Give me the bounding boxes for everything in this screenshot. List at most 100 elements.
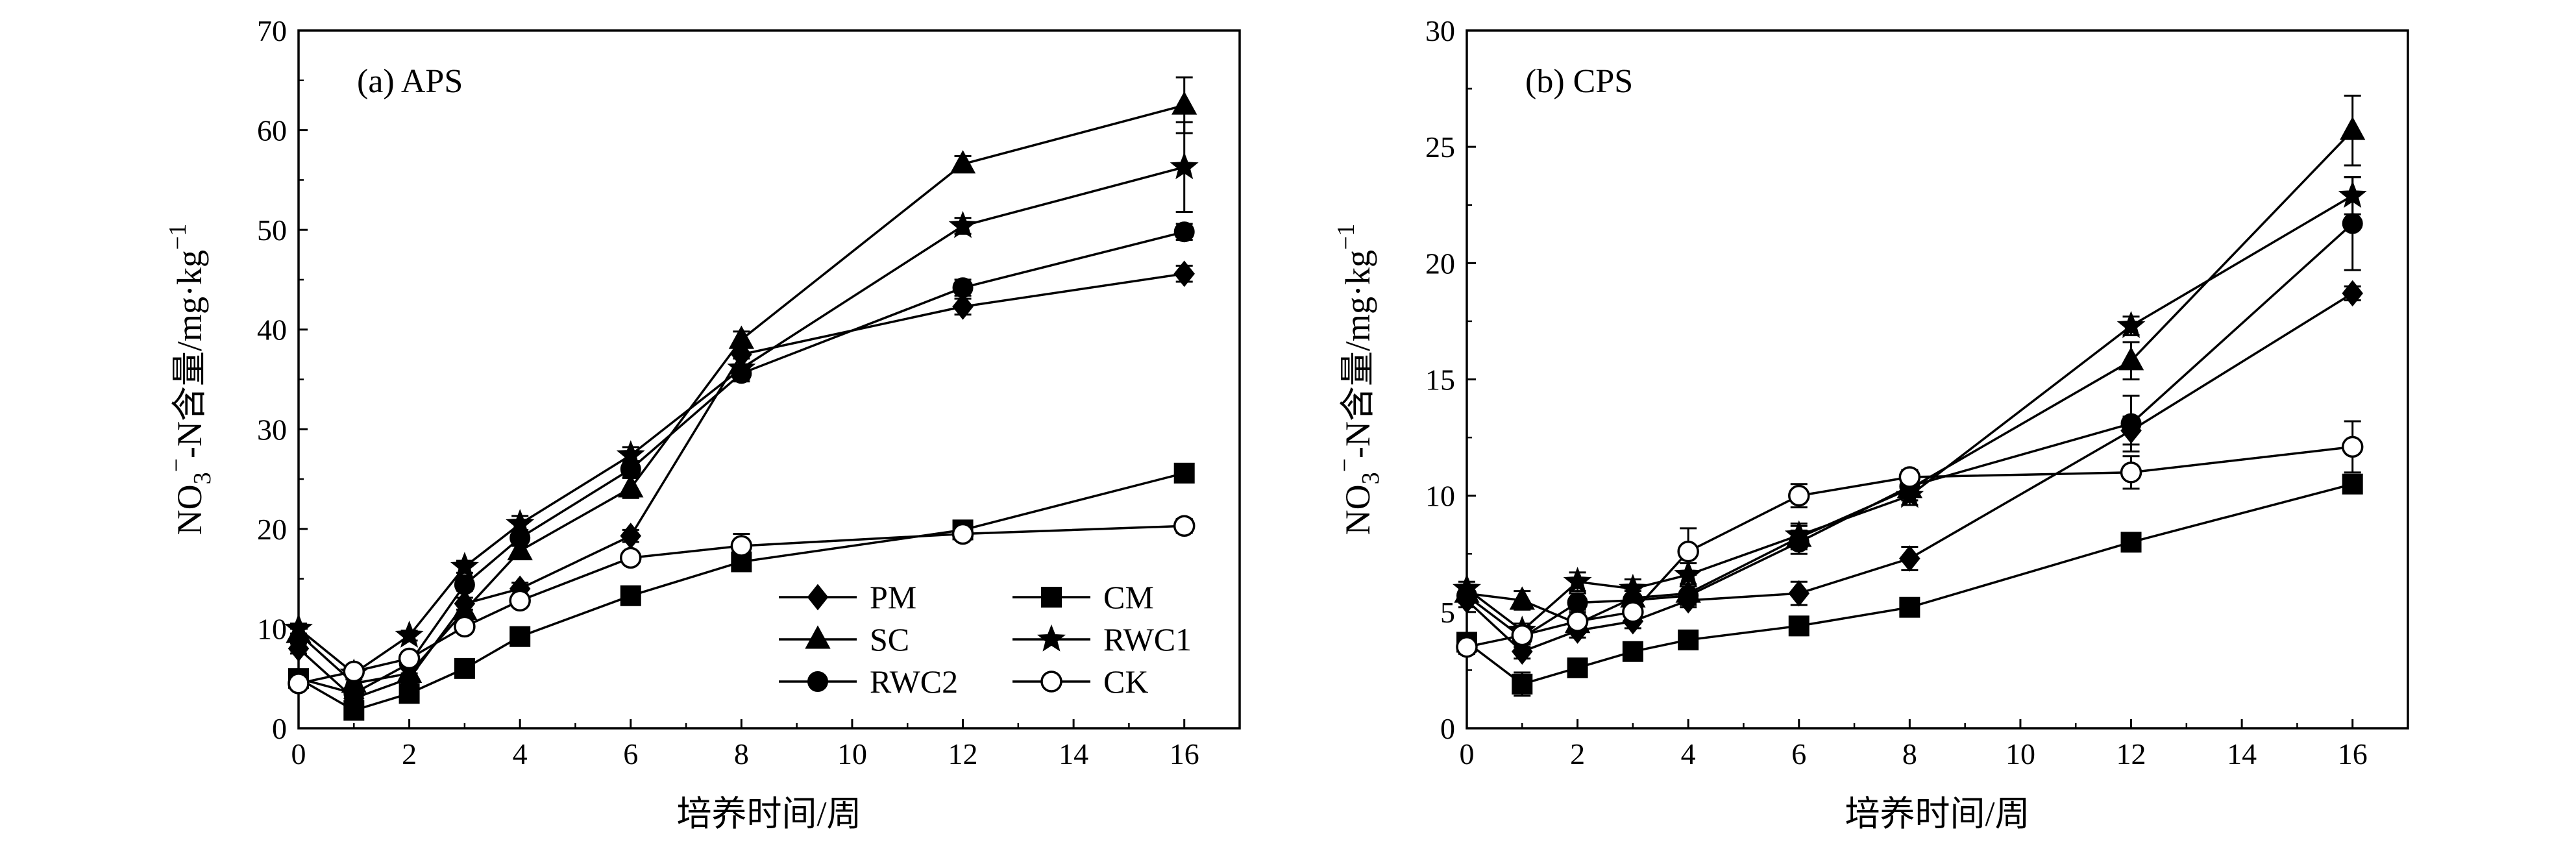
data-point <box>1622 601 1644 623</box>
data-point <box>343 700 365 721</box>
data-point <box>2116 311 2146 338</box>
x-axis-title: 培养时间/周 <box>1845 794 2030 833</box>
x-tick-label: 12 <box>2116 737 2146 770</box>
data-point <box>395 621 424 648</box>
x-tick-label: 6 <box>623 737 638 770</box>
y-axis-title-part: NO <box>170 484 209 535</box>
data-point <box>509 626 531 647</box>
y-tick-label: 20 <box>257 513 287 546</box>
data-point <box>620 547 642 569</box>
legend-marker <box>1037 624 1066 652</box>
x-tick-label: 4 <box>1681 737 1696 770</box>
data-point <box>2120 532 2142 553</box>
data-point <box>1898 466 1921 488</box>
data-point <box>728 325 755 349</box>
legend-marker <box>805 625 831 649</box>
y-axis-title-part: −1 <box>1332 224 1360 250</box>
x-tick-label: 12 <box>948 737 978 770</box>
data-point <box>509 589 531 612</box>
data-point <box>1788 532 1809 553</box>
data-point <box>454 615 476 638</box>
y-axis-title-part: − <box>163 458 190 472</box>
chart-panel-a: 0 2 4 6 8 10 12 14 16 0 10 20 30 40 50 60 70 (a) APS 培养时间/… <box>163 14 1241 833</box>
data-point <box>2340 116 2366 140</box>
data-point <box>507 537 533 561</box>
y-tick-label: 10 <box>257 612 287 645</box>
data-point <box>1566 610 1589 632</box>
data-point <box>1678 629 1699 650</box>
chart-title: (b) CPS <box>1525 63 1633 100</box>
legend-label: PM <box>870 579 916 615</box>
x-tick-label: 16 <box>1170 737 1199 770</box>
y-tick-label: 30 <box>1425 14 1455 47</box>
data-point <box>1173 515 1196 537</box>
legend-label: SC <box>870 621 909 658</box>
data-point <box>952 293 974 320</box>
data-point <box>284 613 313 641</box>
chart-title: (a) APS <box>357 63 463 100</box>
data-point <box>450 552 479 579</box>
legend-marker <box>807 584 829 611</box>
x-tick-label: 2 <box>1570 737 1585 770</box>
x-tick-label: 8 <box>1902 737 1917 770</box>
series-CK <box>288 515 1196 695</box>
legend-marker <box>807 671 828 692</box>
x-tick-label: 14 <box>1059 737 1088 770</box>
data-point <box>1567 657 1588 678</box>
y-axis-title-part: -N含量/mg·kg <box>1338 250 1377 458</box>
data-point <box>948 210 977 238</box>
data-point <box>2342 473 2363 495</box>
data-point <box>1899 597 1920 618</box>
data-point <box>1899 545 1920 572</box>
y-axis-title-part: −1 <box>164 224 191 250</box>
data-point <box>950 150 976 174</box>
data-point <box>2118 347 2144 371</box>
x-tick-label: 0 <box>1460 737 1475 770</box>
y-tick-label: 0 <box>272 712 287 745</box>
y-axis-title-part: 3 <box>1357 472 1384 484</box>
data-point <box>1622 641 1643 662</box>
data-point <box>398 647 421 670</box>
data-point <box>951 523 974 545</box>
data-point <box>1456 585 1477 606</box>
legend-marker <box>1041 587 1062 608</box>
y-tick-label: 15 <box>1425 363 1455 397</box>
y-tick-label: 20 <box>1425 247 1455 280</box>
data-point <box>1173 462 1195 484</box>
y-tick-label: 30 <box>257 413 287 446</box>
data-point <box>1788 580 1810 607</box>
data-point <box>618 474 644 498</box>
data-point <box>1788 615 1809 637</box>
y-axis-title: NO3−-N含量/mg·kg−1 <box>1331 224 1384 536</box>
data-point <box>1677 540 1699 563</box>
data-point <box>952 277 974 299</box>
legend-marker <box>1040 671 1062 693</box>
data-point <box>1788 484 1810 507</box>
data-point <box>1456 635 1478 658</box>
data-point <box>1171 91 1197 115</box>
x-tick-label: 10 <box>837 737 867 770</box>
series-RWC2 <box>288 221 1195 704</box>
x-tick-label: 8 <box>734 737 749 770</box>
data-point <box>1173 260 1195 288</box>
data-point <box>620 458 641 480</box>
legend: PM CM SC RWC1 RWC2 CK <box>779 579 1192 700</box>
y-axis-title-part: -N含量/mg·kg <box>170 250 209 458</box>
data-point <box>1563 567 1592 594</box>
x-axis-title: 培养时间/周 <box>676 794 861 833</box>
data-point <box>1678 585 1699 606</box>
legend-label: CK <box>1103 663 1148 700</box>
y-tick-label: 60 <box>257 114 287 147</box>
data-point <box>1509 586 1535 610</box>
x-tick-label: 6 <box>1791 737 1806 770</box>
data-point <box>730 535 753 557</box>
y-tick-label: 10 <box>1425 480 1455 513</box>
data-point <box>288 672 310 695</box>
legend-label: RWC2 <box>870 663 958 700</box>
data-point <box>343 660 365 683</box>
chart-panel-b: 0 2 4 6 8 10 12 14 16 0 5 10 15 20 25 30 (b) CPS 培养时间/周 NO… <box>1331 14 2409 833</box>
y-tick-label: 50 <box>257 214 287 247</box>
x-tick-label: 0 <box>291 737 306 770</box>
series-CK <box>1456 420 2364 658</box>
